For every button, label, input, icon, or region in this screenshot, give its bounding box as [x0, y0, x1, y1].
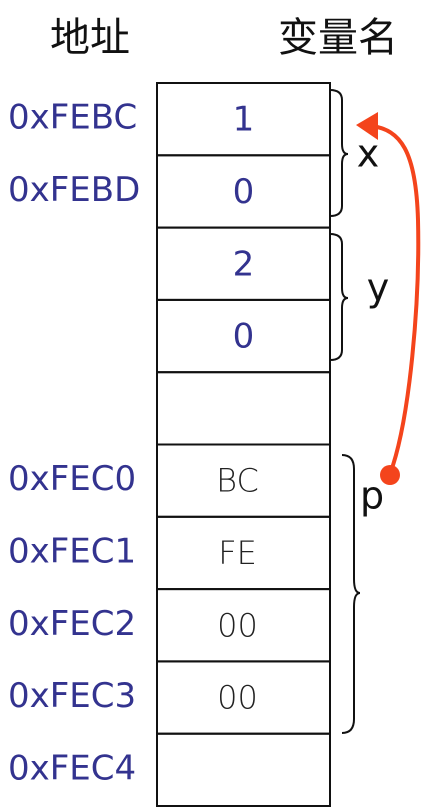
variable-header: 变量名	[278, 15, 398, 61]
arrow-origin	[380, 465, 400, 485]
brace-y	[329, 233, 349, 361]
address-label: 0xFEC1	[8, 531, 136, 571]
address-label: 0xFEC2	[8, 604, 136, 644]
pointer-arrow	[371, 124, 421, 475]
brace-x	[329, 89, 349, 217]
variable-label: y	[367, 266, 390, 310]
cell-value: BC	[216, 462, 259, 500]
variable-label: x	[357, 132, 380, 176]
address-label: 0xFEBD	[8, 170, 140, 210]
cell-value: FE	[218, 534, 257, 572]
memory-cell	[156, 732, 331, 808]
cell-value: 0	[233, 172, 255, 212]
address-label: 0xFEC4	[8, 748, 136, 788]
address-label: 0xFEBC	[8, 98, 137, 138]
cell-value: 2	[233, 244, 255, 284]
variable-label: p	[360, 474, 384, 518]
cell-value: 1	[233, 100, 255, 140]
brace-p	[341, 454, 361, 734]
cell-value: 00	[217, 679, 258, 717]
memory-cell	[156, 371, 331, 446]
cell-value: 00	[217, 606, 258, 644]
memory-table: 0xFEBC 1 0xFEBD 0 2 0 0xFEC0 BC 0xFEC1 FE 0xFEC2 00…	[8, 82, 331, 808]
address-label: 0xFEC3	[8, 676, 136, 716]
cell-value: 0	[233, 317, 255, 357]
address-label: 0xFEC0	[8, 459, 136, 499]
address-header: 地址	[50, 15, 130, 61]
arrow-head	[356, 112, 378, 140]
